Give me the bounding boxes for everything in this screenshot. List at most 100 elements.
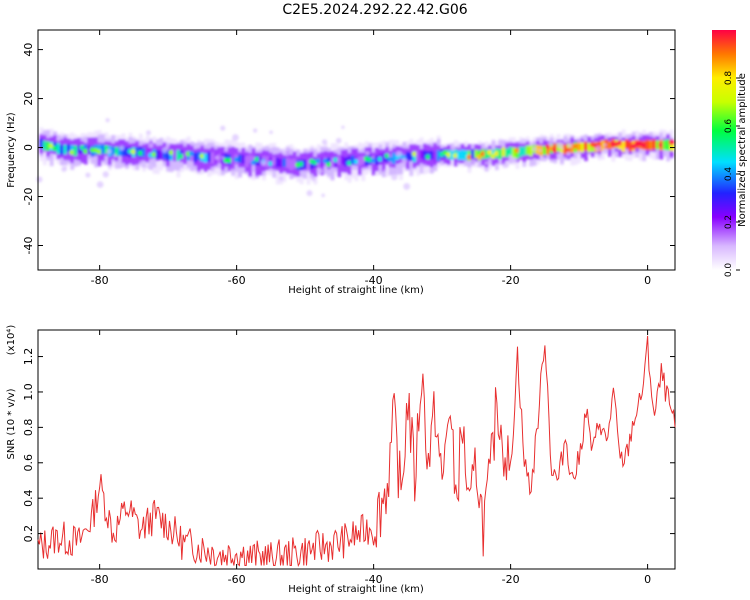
spectrogram-cell — [498, 149, 503, 160]
spectrogram-cell — [381, 153, 387, 163]
spectrogram-halo-cell — [477, 144, 482, 156]
bottom-x-axis-label: Height of straight line (km) — [288, 584, 424, 595]
spectrogram-speck — [566, 151, 571, 156]
y-tick-label: 0 — [22, 144, 35, 151]
spectrogram-speck — [138, 160, 146, 168]
spectrogram-cell — [583, 141, 589, 151]
spectrogram-cell — [231, 155, 236, 166]
spectrogram-cell — [248, 155, 253, 164]
spectrogram-cell — [625, 139, 630, 149]
spectrogram-cell — [282, 158, 288, 167]
spectrogram-cell — [104, 145, 109, 154]
spectrogram-speck — [278, 176, 284, 181]
spectrogram-cell — [121, 145, 127, 157]
spectrogram-cell — [409, 152, 414, 161]
spectrogram-cell — [114, 147, 120, 157]
spectrogram-cell — [412, 151, 418, 163]
spectrogram-speck — [318, 168, 324, 174]
spectrogram-cell — [505, 148, 510, 158]
spectrogram-cell — [464, 150, 469, 160]
spectrogram-cell — [666, 139, 671, 151]
top-x-axis-label: Height of straight line (km) — [288, 285, 424, 296]
spectrogram-cell — [542, 145, 548, 156]
spectrogram-cell — [491, 149, 496, 158]
spectrogram-cell — [286, 158, 291, 169]
spectrogram-speck — [403, 182, 411, 190]
spectrogram-cell — [203, 153, 209, 163]
spectrogram-cell — [422, 150, 428, 160]
spectrogram-cell — [77, 145, 82, 154]
spectrogram-halo-cell — [337, 154, 342, 178]
y-tick-label: 20 — [22, 92, 35, 106]
spectrogram-cell — [340, 156, 346, 165]
spectrogram-cell — [275, 157, 281, 168]
spectrogram-panel: -80 -60 -40 -20 0 40 20 0 -20 -40 Height of stra… — [6, 29, 676, 296]
spectrogram-cell — [416, 150, 421, 162]
y-tick-label: 0.4 — [22, 489, 35, 507]
spectrogram-cell — [484, 149, 490, 159]
spectrogram-halo-cell — [409, 146, 414, 177]
spectrogram-cell — [135, 146, 140, 157]
spectrogram-speck — [502, 162, 509, 168]
spectrogram-speck — [269, 130, 273, 135]
colorbar-tick-label: 0.8 — [724, 71, 734, 86]
spectrogram-cell — [46, 141, 51, 151]
spectrogram-cell — [512, 147, 517, 158]
spectrogram-cell — [155, 150, 161, 159]
spectrogram-cell — [433, 151, 438, 163]
spectrogram-cell — [501, 147, 507, 157]
x-tick-label: -20 — [502, 573, 520, 586]
spectrogram-cell — [101, 144, 106, 155]
spectrogram-cell — [330, 157, 336, 168]
spectrogram-speck — [484, 161, 488, 165]
y-tick-label: 1.0 — [22, 383, 35, 401]
spectrogram-cell — [70, 145, 75, 154]
spectrogram-cell — [529, 145, 534, 157]
spectrogram-cell — [474, 149, 479, 158]
spectrogram-cell — [429, 150, 435, 160]
y-tick-label: 1.2 — [22, 348, 35, 366]
spectrogram-cell — [518, 146, 524, 157]
spectrogram-cell — [652, 139, 657, 150]
spectrogram-cell — [327, 157, 332, 167]
colorbar: 0.0 0.2 0.4 0.6 0.8 Normalized spectral ampl… — [712, 30, 748, 277]
spectrogram-cell — [118, 146, 123, 156]
spectrogram-cell — [587, 142, 592, 153]
spectrogram-cell — [470, 149, 476, 159]
x-tick-label: -60 — [228, 573, 246, 586]
spectrogram-cell — [172, 150, 178, 160]
spectrogram-speck — [321, 139, 328, 145]
spectrogram-speck — [61, 166, 67, 172]
spectrogram-halo-cell — [248, 152, 253, 177]
spectrogram-speck — [556, 141, 564, 149]
spectrogram-cell — [525, 145, 531, 155]
spectrogram-speck — [456, 162, 460, 166]
y-tick-label: 40 — [22, 43, 35, 57]
colorbar-tick-label: 0.0 — [724, 263, 734, 278]
spectrogram-speck — [541, 156, 546, 161]
spectrogram-cell — [536, 145, 541, 155]
spectrogram-speck — [102, 171, 109, 178]
spectrogram-cell — [279, 158, 284, 168]
spectrogram-cell — [59, 144, 65, 155]
spectrogram-speck — [119, 145, 125, 151]
colorbar-tick-label: 0.4 — [724, 167, 734, 182]
snr-series-line — [37, 335, 676, 567]
spectrogram-speck — [260, 159, 267, 166]
spectrogram-cell — [607, 141, 613, 150]
x-tick-label: -60 — [228, 274, 246, 287]
colorbar-label: Normalized spectral amplitude — [737, 73, 748, 227]
spectrogram-speck — [306, 190, 313, 197]
spectrogram-speck — [577, 138, 582, 143]
spectrogram-speck — [383, 169, 387, 173]
spectrogram-cell — [306, 159, 312, 171]
spectrogram-cell — [570, 143, 575, 154]
spectrogram-cell — [125, 147, 130, 157]
spectrogram-cell — [563, 144, 568, 155]
spectrogram-cell — [111, 146, 116, 156]
spectrogram-cell — [460, 149, 466, 161]
spectrogram-cell — [169, 150, 175, 161]
spectrogram-halo-cell — [97, 142, 102, 167]
snr-panel: -80 -60 -40 -20 0 0.2 0.4 0.6 0.8 1.0 1.2 Height … — [6, 325, 676, 595]
spectrogram-cell — [662, 140, 668, 150]
